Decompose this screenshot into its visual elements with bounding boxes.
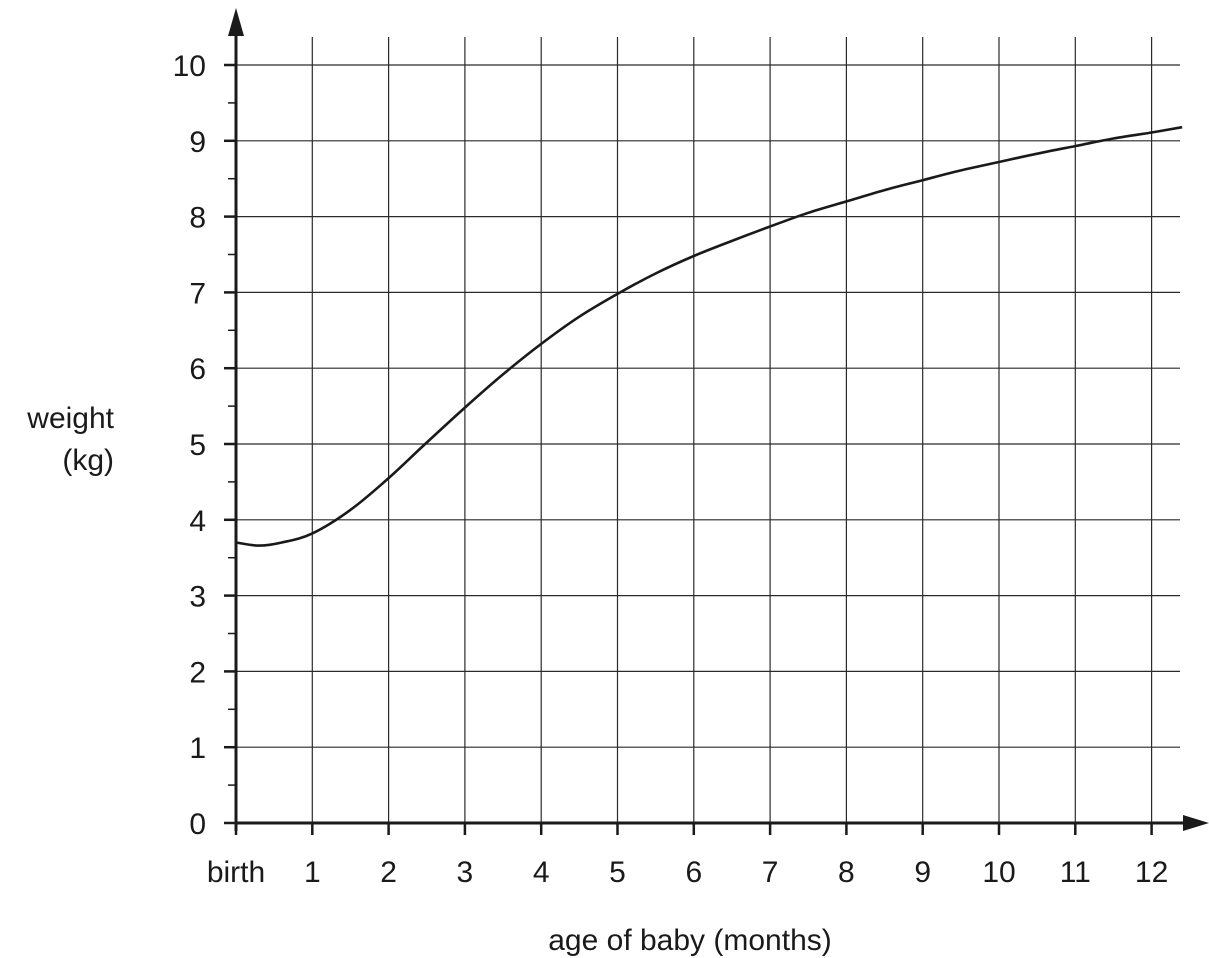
- x-tick-label-8: 8: [838, 856, 855, 889]
- y-tick-label-4: 4: [189, 505, 206, 538]
- x-tick-label-5: 5: [609, 856, 626, 889]
- x-axis-arrow: [1183, 815, 1209, 831]
- tick-marks: [224, 63, 1153, 835]
- x-axis-title: age of baby (months): [548, 924, 832, 957]
- y-tick-label-3: 3: [189, 581, 206, 614]
- x-tick-label-3: 3: [457, 856, 474, 889]
- series: [235, 125, 1183, 547]
- x-tick-label-12: 12: [1135, 856, 1168, 889]
- x-tick-label-7: 7: [762, 856, 779, 889]
- y-tick-label-1: 1: [189, 732, 206, 765]
- x-tick-label-6: 6: [685, 856, 702, 889]
- y-axis-arrow: [228, 8, 244, 36]
- y-tick-label-8: 8: [189, 202, 206, 235]
- x-tick-label-2: 2: [380, 856, 397, 889]
- y-tick-label-5: 5: [189, 429, 206, 462]
- y-axis-title-line-2: (kg): [62, 444, 114, 477]
- x-tick-label-10: 10: [982, 856, 1015, 889]
- y-axis-title-line-1: weight: [26, 402, 114, 435]
- series-line-0: [235, 125, 1183, 547]
- grid: [236, 37, 1180, 823]
- axes: [228, 8, 1209, 831]
- x-tick-label-1: 1: [304, 856, 321, 889]
- y-tick-label-9: 9: [189, 126, 206, 159]
- x-tick-label-11: 11: [1060, 856, 1091, 889]
- y-tick-label-6: 6: [189, 353, 206, 386]
- y-tick-label-10: 10: [173, 50, 206, 83]
- x-tick-label-9: 9: [914, 856, 931, 889]
- y-tick-label-0: 0: [189, 808, 206, 841]
- x-tick-label-4: 4: [533, 856, 550, 889]
- y-tick-label-2: 2: [189, 656, 206, 689]
- x-tick-label-0: birth: [207, 856, 265, 889]
- y-tick-label-7: 7: [189, 277, 206, 310]
